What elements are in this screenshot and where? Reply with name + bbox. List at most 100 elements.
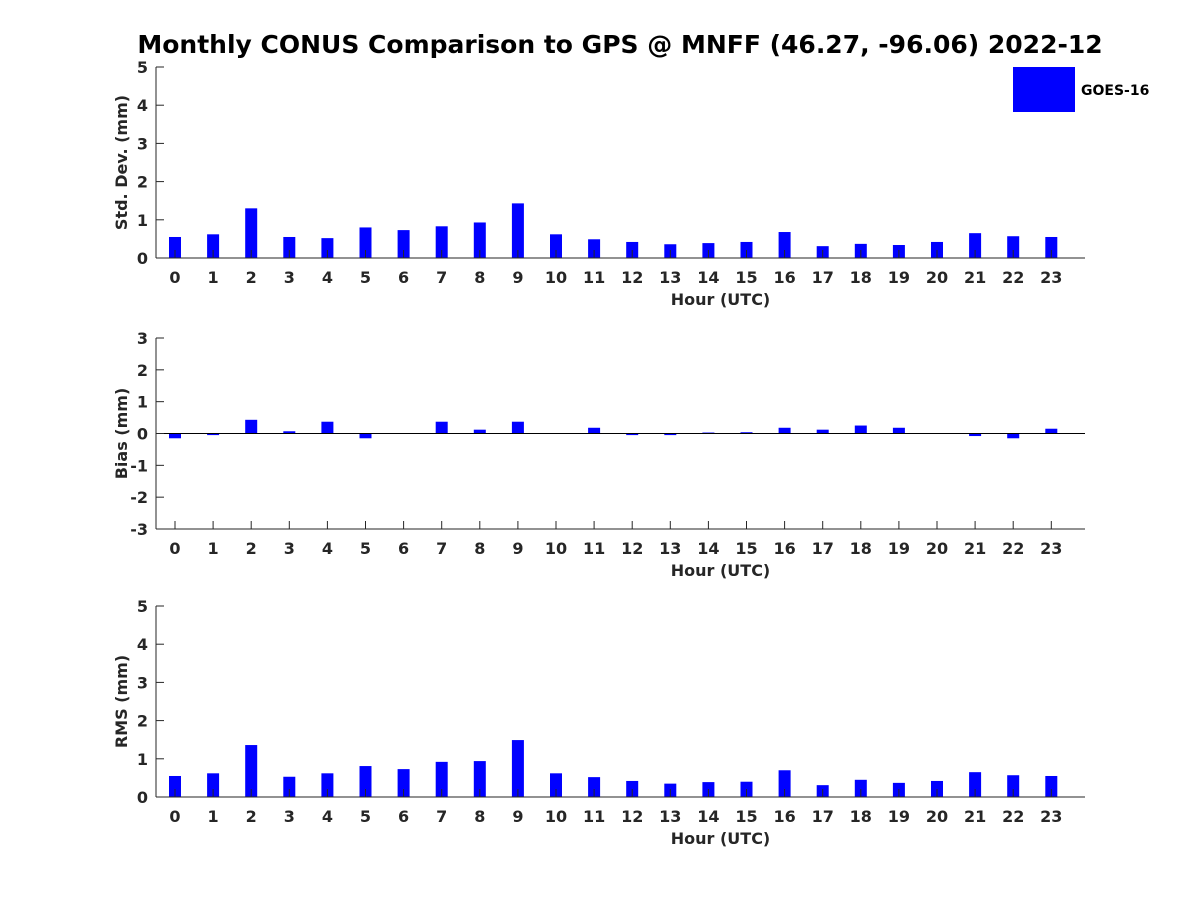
rms-bar-hour-1 xyxy=(207,773,220,797)
bias-bar-hour-23 xyxy=(1045,428,1058,434)
std-x-tick-label: 9 xyxy=(512,268,523,287)
std-bar-hour-9 xyxy=(511,203,524,258)
bias-bar-hour-3 xyxy=(283,431,296,434)
std-bar-hour-1 xyxy=(207,234,220,258)
rms-y-tick-label: 2 xyxy=(137,712,148,731)
std-x-tick-label: 15 xyxy=(735,268,757,287)
rms-bar-hour-20 xyxy=(931,780,943,797)
legend-label: GOES-16 xyxy=(1081,83,1149,99)
bias-bar-hour-13 xyxy=(664,433,677,436)
bias-bar-hour-1 xyxy=(207,433,220,436)
bias-y-tick-label: 3 xyxy=(137,329,148,348)
bias-x-tick-label: 1 xyxy=(208,539,219,558)
std-x-axis-label: Hour (UTC) xyxy=(671,290,771,309)
std-x-tick-label: 10 xyxy=(545,268,567,287)
legend: GOES-16 xyxy=(1013,67,1149,112)
chart-title: Monthly CONUS Comparison to GPS @ MNFF (… xyxy=(137,30,1103,59)
rms-x-tick-label: 2 xyxy=(246,807,257,826)
bias-bar-hour-5 xyxy=(359,433,372,439)
std-bar-hour-23 xyxy=(1045,236,1058,258)
bias-y-tick-label: -3 xyxy=(130,520,148,539)
bias-x-tick-label: 8 xyxy=(474,539,485,558)
rms-x-tick-label: 13 xyxy=(659,807,681,826)
rms-bar-hour-0 xyxy=(169,775,181,797)
bias-x-tick-label: 20 xyxy=(926,539,948,558)
std-y-tick-label: 5 xyxy=(137,58,148,77)
std-x-tick-label: 19 xyxy=(888,268,910,287)
std-bar-hour-16 xyxy=(778,232,791,258)
bias-x-tick-label: 6 xyxy=(398,539,409,558)
std-x-tick-label: 4 xyxy=(322,268,333,287)
std-bar-hour-4 xyxy=(321,238,334,258)
std-x-tick-label: 18 xyxy=(850,268,872,287)
rms-y-axis-label: RMS (mm) xyxy=(112,655,131,748)
bias-x-tick-label: 4 xyxy=(322,539,333,558)
rms-x-tick-label: 15 xyxy=(735,807,757,826)
std-x-tick-label: 1 xyxy=(208,268,219,287)
bias-x-tick-label: 23 xyxy=(1040,539,1062,558)
rms-bar-hour-16 xyxy=(778,770,791,797)
rms-x-tick-label: 23 xyxy=(1040,807,1062,826)
std-x-tick-label: 20 xyxy=(926,268,948,287)
rms-x-tick-label: 0 xyxy=(169,807,180,826)
bias-bar-hour-21 xyxy=(969,433,982,437)
std-bar-hour-12 xyxy=(626,241,639,258)
std-x-tick-label: 7 xyxy=(436,268,447,287)
bias-bar-hour-12 xyxy=(626,433,639,436)
rms-x-tick-label: 3 xyxy=(284,807,295,826)
bias-x-tick-label: 7 xyxy=(436,539,447,558)
bias-bar-hour-22 xyxy=(1007,433,1020,439)
rms-bar-hour-10 xyxy=(550,773,562,797)
bias-x-tick-label: 10 xyxy=(545,539,567,558)
bias-bar-hour-11 xyxy=(588,427,601,434)
std-bar-hour-15 xyxy=(740,241,753,258)
std-x-tick-label: 13 xyxy=(659,268,681,287)
bias-x-tick-label: 14 xyxy=(697,539,719,558)
rms-x-tick-label: 4 xyxy=(322,807,333,826)
std-x-tick-label: 17 xyxy=(812,268,834,287)
std-x-tick-label: 11 xyxy=(583,268,605,287)
bias-bar-hour-2 xyxy=(245,419,258,434)
bias-x-tick-label: 19 xyxy=(888,539,910,558)
rms-bar-hour-2 xyxy=(245,745,258,797)
std-x-tick-label: 14 xyxy=(697,268,719,287)
std-bar-hour-2 xyxy=(245,208,258,258)
rms-x-axis-label: Hour (UTC) xyxy=(671,829,771,848)
rms-x-tick-label: 11 xyxy=(583,807,605,826)
rms-y-tick-label: 1 xyxy=(137,750,148,769)
bias-bar-hour-9 xyxy=(511,421,524,434)
rms-bar-hour-11 xyxy=(588,777,601,797)
bias-x-tick-label: 18 xyxy=(850,539,872,558)
rms-x-tick-label: 9 xyxy=(512,807,523,826)
std-x-tick-label: 16 xyxy=(773,268,795,287)
bias-bar-hour-15 xyxy=(740,432,753,434)
std-bar-hour-0 xyxy=(169,236,181,258)
rms-x-tick-label: 17 xyxy=(812,807,834,826)
rms-y-tick-label: 5 xyxy=(137,597,148,616)
bias-y-axis-label: Bias (mm) xyxy=(112,388,131,480)
bias-x-tick-label: 5 xyxy=(360,539,371,558)
std-x-tick-label: 6 xyxy=(398,268,409,287)
std-bar-hour-6 xyxy=(397,230,410,258)
std-bar-hour-7 xyxy=(435,226,448,258)
std-x-tick-label: 5 xyxy=(360,268,371,287)
std-y-tick-label: 2 xyxy=(137,173,148,192)
rms-x-tick-label: 14 xyxy=(697,807,719,826)
bias-x-tick-label: 16 xyxy=(773,539,795,558)
rms-bar-hour-6 xyxy=(397,769,410,797)
rms-bar-hour-21 xyxy=(969,772,982,797)
std-x-tick-label: 2 xyxy=(246,268,257,287)
rms-y-tick-label: 4 xyxy=(137,635,148,654)
bias-x-tick-label: 9 xyxy=(512,539,523,558)
rms-x-tick-label: 22 xyxy=(1002,807,1024,826)
std-bar-hour-20 xyxy=(931,241,943,258)
bias-bar-hour-8 xyxy=(473,429,486,434)
std-y-axis-label: Std. Dev. (mm) xyxy=(112,95,131,230)
bias-x-tick-label: 15 xyxy=(735,539,757,558)
rms-y-tick-label: 3 xyxy=(137,673,148,692)
rms-x-tick-label: 5 xyxy=(360,807,371,826)
bias-x-tick-label: 21 xyxy=(964,539,986,558)
rms-bar-hour-8 xyxy=(473,761,486,797)
